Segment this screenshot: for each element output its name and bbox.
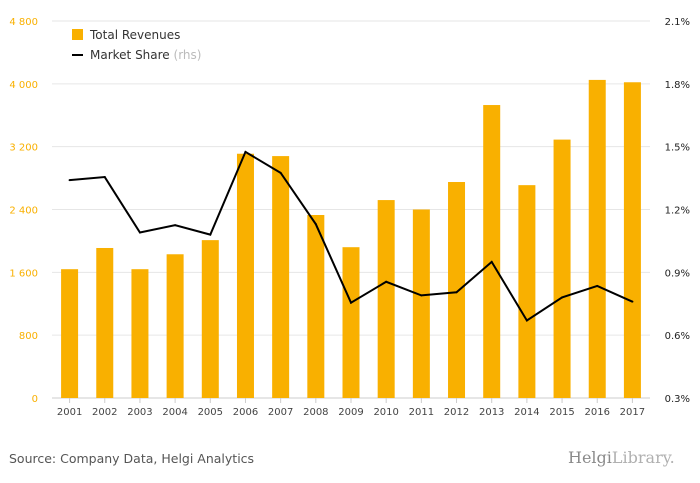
bar-2007: [272, 156, 290, 398]
bar-2001: [61, 269, 79, 398]
left-tick-label: 1 600: [9, 268, 38, 279]
line-point-2009: [350, 301, 352, 304]
bar-2006: [236, 153, 254, 398]
x-tick-label: 2005: [198, 407, 223, 418]
line-point-2007: [279, 171, 282, 174]
line-point-2012: [455, 291, 458, 294]
legend-label-revenues: Total Revenues: [89, 28, 180, 42]
line-point-2017: [631, 300, 634, 303]
legend-swatch-revenues: [72, 29, 83, 40]
line-point-2011: [420, 294, 423, 297]
bar-2013: [483, 105, 501, 398]
x-tick-label: 2003: [127, 407, 152, 418]
line-point-2005: [209, 233, 212, 236]
right-tick-label: 2.1%: [665, 17, 690, 28]
left-tick-label: 800: [19, 331, 38, 342]
x-tick-label: 2004: [162, 407, 187, 418]
line-point-2008: [314, 223, 317, 226]
bar-2016: [588, 79, 606, 398]
line-point-2016: [596, 284, 599, 287]
helgi-library-logo[interactable]: HelgiLibrary.: [568, 448, 675, 467]
bar-2011: [412, 209, 430, 398]
left-tick-label: 3 200: [9, 143, 38, 154]
bar-2014: [518, 185, 536, 398]
x-tick-label: 2008: [303, 407, 328, 418]
right-tick-label: 1.2%: [665, 206, 690, 217]
line-point-2001: [68, 179, 71, 182]
right-tick-label: 0.3%: [665, 394, 690, 405]
bar-2008: [307, 214, 325, 398]
source-note: Source: Company Data, Helgi Analytics: [9, 451, 255, 466]
left-tick-label: 2 400: [9, 206, 38, 217]
bar-2005: [201, 240, 219, 398]
right-tick-label: 0.6%: [665, 331, 690, 342]
x-tick-label: 2007: [268, 407, 293, 418]
bar-2010: [377, 200, 395, 398]
line-point-2010: [385, 280, 388, 283]
x-tick-label: 2002: [92, 407, 117, 418]
bar-2002: [96, 247, 114, 398]
left-tick-label: 4 000: [9, 80, 38, 91]
logo-sub: Library.: [611, 448, 675, 467]
bar-2012: [448, 182, 466, 398]
logo-main: Helgi: [568, 448, 612, 467]
line-point-2013: [490, 260, 493, 263]
x-tick-label: 2013: [479, 407, 504, 418]
right-tick-label: 1.5%: [665, 143, 690, 154]
right-tick-label: 1.8%: [665, 80, 690, 91]
x-tick-label: 2016: [585, 407, 610, 418]
x-tick-label: 2011: [409, 407, 434, 418]
line-point-2014: [525, 319, 528, 322]
left-tick-label: 4 800: [9, 17, 38, 28]
x-tick-label: 2012: [444, 407, 469, 418]
legend-rhs-note: (rhs): [174, 48, 202, 62]
x-tick-label: 2017: [620, 407, 645, 418]
x-tick-label: 2014: [514, 407, 539, 418]
bar-2009: [342, 247, 360, 398]
bar-2017: [623, 82, 641, 398]
line-point-2006: [244, 150, 247, 153]
right-tick-label: 0.9%: [665, 268, 690, 279]
line-point-2015: [561, 296, 564, 299]
line-point-2003: [138, 231, 141, 234]
x-tick-label: 2001: [57, 407, 82, 418]
left-tick-label: 0: [32, 394, 38, 405]
bar-2015: [553, 139, 571, 399]
line-point-2004: [174, 224, 177, 227]
bar-2003: [131, 269, 149, 398]
x-tick-label: 2006: [233, 407, 258, 418]
legend-label-market-share: Market Share (rhs): [90, 48, 201, 62]
x-tick-label: 2010: [373, 407, 398, 418]
x-tick-label: 2009: [338, 407, 363, 418]
line-point-2002: [103, 176, 106, 179]
bar-2004: [166, 254, 184, 398]
x-tick-label: 2015: [549, 407, 574, 418]
